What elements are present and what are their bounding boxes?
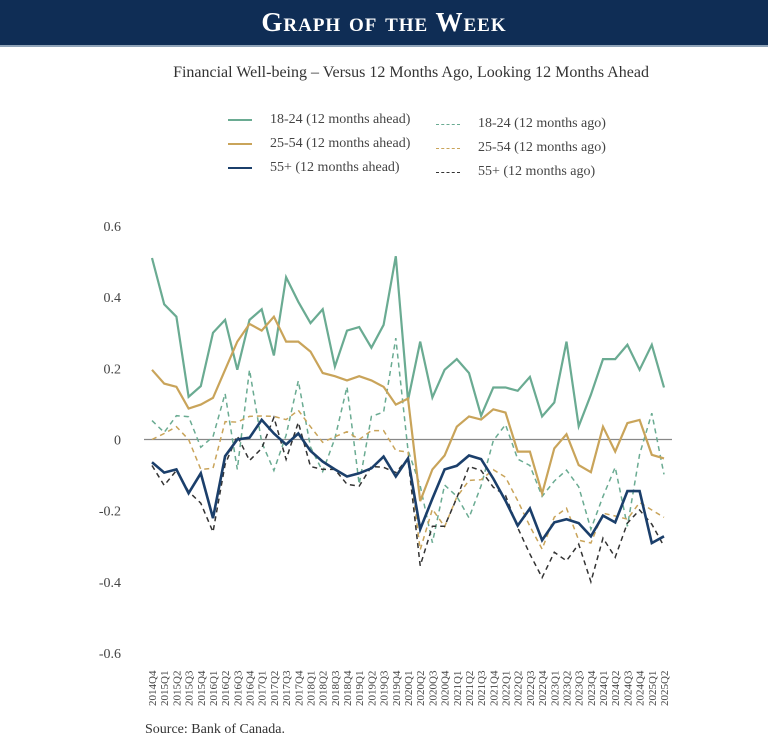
chart-title: Financial Well-being – Versus 12 Months … [173, 64, 649, 81]
x-tick-label: 2023Q3 [574, 670, 586, 706]
series-line-25-54-12-months-ago [151, 409, 665, 551]
y-tick-label: 0.6 [104, 220, 122, 235]
x-tick-label: 2016Q2 [220, 671, 232, 706]
y-axis: 0.6 0.4 0.2 0 -0.2 -0.4 -0.6 [99, 220, 121, 662]
x-tick-label: 2017Q4 [293, 670, 305, 706]
x-tick-label: 2021Q4 [488, 670, 500, 706]
legend-swatch-25-54-ahead [228, 143, 252, 145]
x-tick-label: 2020Q4 [440, 670, 452, 706]
legend-item: 55+ (12 months ahead) [228, 160, 400, 176]
x-tick-label: 2016Q4 [245, 670, 257, 706]
legend-swatch-55-ahead [228, 167, 252, 169]
x-tick-label: 2022Q2 [513, 671, 525, 706]
y-tick-label: -0.4 [99, 576, 121, 591]
x-tick-label: 2016Q1 [208, 671, 220, 706]
legend-swatch-25-54-ago [436, 147, 460, 149]
banner-divider [0, 45, 768, 47]
x-tick-label: 2017Q3 [281, 670, 293, 706]
x-tick-label: 2024Q3 [622, 670, 634, 706]
y-tick-label: 0.4 [104, 291, 122, 306]
x-tick-label: 2019Q1 [354, 671, 366, 706]
x-tick-label: 2018Q3 [330, 670, 342, 706]
legend-label: 55+ (12 months ahead) [270, 160, 400, 175]
legend-item: 25-54 (12 months ahead) [228, 136, 410, 152]
legend-label: 25-54 (12 months ago) [478, 140, 606, 155]
x-tick-label: 2015Q3 [184, 670, 196, 706]
legend-item: 55+ (12 months ago) [436, 164, 595, 180]
x-tick-label: 2020Q2 [415, 671, 427, 706]
y-tick-label: -0.2 [99, 505, 121, 520]
y-tick-label: 0 [114, 434, 121, 449]
x-tick-label: 2019Q4 [391, 670, 403, 706]
x-tick-label: 2022Q4 [537, 670, 549, 706]
legend-label: 55+ (12 months ago) [478, 164, 596, 179]
x-tick-label: 2020Q1 [403, 671, 415, 706]
legend-swatch-18-24-ago [436, 123, 460, 125]
x-tick-label: 2021Q1 [452, 671, 464, 706]
y-tick-label: 0.2 [104, 362, 122, 377]
legend-label: 18-24 (12 months ahead) [270, 112, 411, 127]
series-line-55-12-months-ahead [151, 417, 665, 545]
legend-item: 18-24 (12 months ahead) [228, 112, 410, 128]
x-tick-label: 2017Q2 [269, 671, 281, 706]
x-tick-label: 2016Q3 [232, 670, 244, 706]
x-tick-label: 2024Q2 [610, 671, 622, 706]
banner-title: Graph of the Week [261, 7, 507, 37]
legend-swatch-18-24-ahead [228, 119, 252, 121]
legend-label: 25-54 (12 months ahead) [270, 136, 411, 151]
x-axis: 2014Q4 2015Q1 2015Q2 2015Q3 2015Q4 2016Q1 2016… [147, 670, 671, 706]
x-tick-label: 2019Q3 [379, 670, 391, 706]
x-tick-label: 2025Q1 [647, 671, 659, 706]
x-tick-label: 2024Q1 [598, 671, 610, 706]
source-note: Source: Bank of Canada. [145, 722, 285, 737]
x-tick-label: 2018Q1 [305, 671, 317, 706]
x-tick-label: 2022Q1 [501, 671, 513, 706]
x-tick-label: 2018Q2 [318, 671, 330, 706]
x-tick-label: 2023Q4 [586, 670, 598, 706]
series-group [150, 256, 666, 585]
x-tick-label: 2021Q2 [464, 671, 476, 706]
x-tick-label: 2025Q2 [659, 671, 671, 706]
x-tick-label: 2015Q1 [159, 671, 171, 706]
legend-swatch-55-ago [436, 171, 460, 173]
x-tick-label: 2014Q4 [147, 670, 159, 706]
x-tick-label: 2018Q4 [342, 670, 354, 706]
legend-item: 25-54 (12 months ago) [436, 140, 606, 156]
legend-label: 18-24 (12 months ago) [478, 116, 606, 131]
x-tick-label: 2023Q2 [561, 671, 573, 706]
x-tick-label: 2021Q3 [476, 670, 488, 706]
x-tick-label: 2024Q4 [635, 670, 647, 706]
y-tick-label: -0.6 [99, 647, 121, 662]
x-tick-label: 2020Q3 [427, 670, 439, 706]
series-line-25-54-12-months-ahead [151, 314, 665, 502]
legend-item: 18-24 (12 months ago) [436, 116, 606, 132]
x-tick-label: 2019Q2 [366, 671, 378, 706]
series-line-18-24-12-months-ago [151, 337, 665, 543]
banner: Graph of the Week [0, 0, 768, 45]
chart-legend: 18-24 (12 months ahead) 25-54 (12 months… [228, 112, 628, 192]
x-tick-label: 2017Q1 [257, 671, 269, 706]
x-tick-label: 2015Q2 [171, 671, 183, 706]
x-tick-label: 2022Q3 [525, 670, 537, 706]
x-tick-label: 2015Q4 [196, 670, 208, 706]
x-tick-label: 2023Q1 [549, 671, 561, 706]
series-line-55-12-months-ago [151, 415, 665, 585]
